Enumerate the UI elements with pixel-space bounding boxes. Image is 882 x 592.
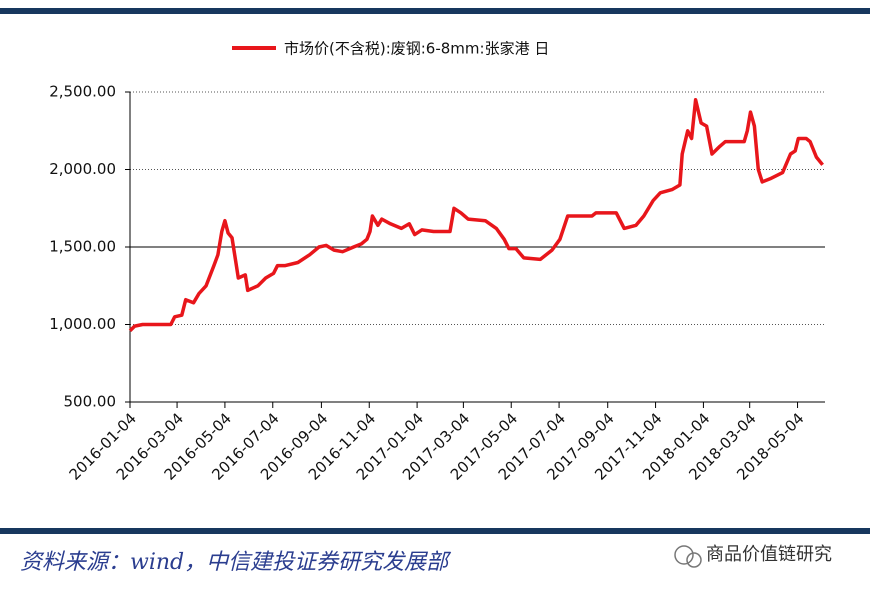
bottom-bar [0,528,870,534]
y-tick-label: 2,000.00 [49,160,116,178]
y-tick-label: 2,500.00 [49,83,116,101]
data-line [128,98,824,332]
top-bar [0,8,870,14]
y-tick-label: 1,500.00 [49,238,116,256]
wechat-icon [686,552,702,568]
wechat-icon [674,545,694,565]
legend-label: 市场价(不含税):废钢:6-8mm:张家港 日 [284,40,549,58]
watermark: 商品价值链研究 [706,544,832,565]
source-note: 资料来源：wind，中信建投证券研究发展部 [20,550,452,575]
y-tick-label: 1,000.00 [49,315,116,333]
y-tick-label: 500.00 [64,393,117,411]
